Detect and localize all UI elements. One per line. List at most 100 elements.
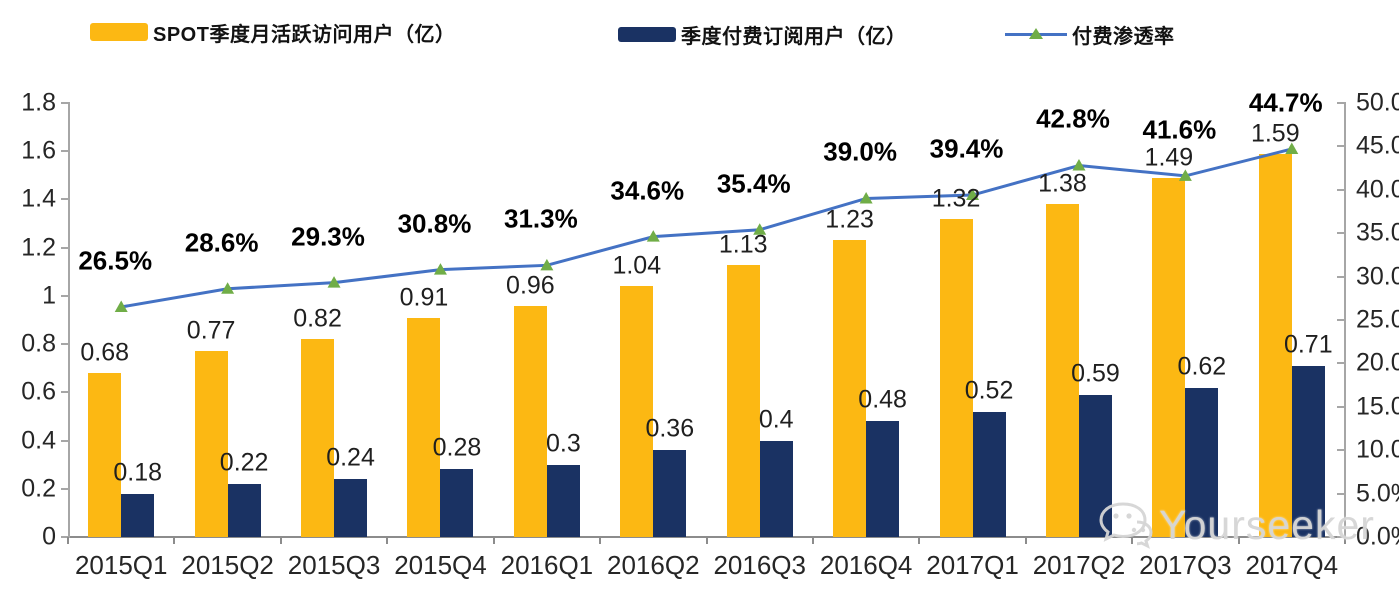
mau-bar [726, 264, 760, 537]
mau-value-label: 1.32 [931, 184, 981, 213]
y-axis-right-tick [1337, 449, 1346, 452]
y-axis-left-tick-label: 1.2 [21, 233, 56, 262]
mau-value-label: 1.59 [1250, 119, 1300, 148]
penetration-value-label: 29.3% [291, 221, 365, 252]
y-axis-right-tick-label: 45.0% [1356, 131, 1399, 160]
y-axis-right-tick-label: 5.0% [1356, 479, 1399, 508]
x-axis-tick [386, 537, 389, 544]
y-axis-left-tick [61, 343, 70, 346]
mau-value-label: 0.96 [506, 271, 555, 300]
penetration-value-label: 39.4% [929, 133, 1004, 164]
y-axis-left-tick [61, 294, 70, 297]
subscribers-value-label: 0.52 [964, 376, 1014, 405]
penetration-value-label: 26.5% [78, 245, 153, 276]
penetration-value-label: 28.6% [184, 227, 259, 258]
mau-value-label: 0.77 [186, 316, 236, 345]
legend-label-penetration: 付费渗透率 [1072, 25, 1175, 48]
x-axis-category-label: 2017Q4 [1245, 550, 1339, 580]
y-axis-right-tick-label: 15.0% [1356, 392, 1399, 421]
subscribers-value-label: 0.36 [645, 414, 695, 443]
x-axis-category-label: 2016Q2 [607, 550, 700, 580]
subscribers-value-label: 0.24 [326, 443, 375, 472]
mau-bar [939, 218, 973, 537]
y-axis-left-tick [61, 150, 70, 153]
subscribers-value-label: 0.22 [219, 448, 269, 477]
penetration-value-label: 35.4% [716, 168, 791, 199]
subscribers-value-label: 0.4 [758, 405, 794, 434]
y-axis-right-tick [1337, 145, 1346, 148]
y-axis-right-tick [1337, 102, 1346, 104]
y-axis-left-tick-label: 1.6 [21, 136, 56, 165]
y-axis-left-tick-label: 0 [42, 522, 56, 551]
y-axis-right-tick-label: 0.0% [1356, 522, 1399, 551]
penetration-point-marker [540, 258, 554, 271]
mau-bar [833, 240, 867, 537]
penetration-point-marker [753, 223, 767, 235]
x-axis-category-label: 2015Q2 [181, 550, 274, 580]
subscribers-value-label: 0.18 [113, 458, 163, 487]
y-axis-right-tick-label: 10.0% [1356, 435, 1399, 464]
y-axis-right-tick-label: 25.0% [1356, 305, 1399, 334]
penetration-value-label: 41.6% [1142, 114, 1217, 145]
penetration-point-marker [1178, 169, 1192, 181]
subscribers-value-label: 0.3 [545, 429, 581, 458]
penetration-point-marker [646, 230, 660, 242]
mau-bar-swatch-icon [90, 23, 148, 41]
subscribers-bar [866, 421, 900, 537]
y-axis-right-tick-label: 50.0% [1356, 88, 1399, 117]
penetration-point-marker [433, 263, 447, 275]
y-axis-right-tick [1337, 232, 1346, 235]
y-axis-right-tick [1337, 275, 1346, 278]
x-axis-category-label: 2015Q1 [74, 550, 168, 580]
y-axis-left-tick [61, 487, 70, 490]
legend-item-penetration: 付费渗透率 [1005, 21, 1175, 48]
y-axis-left-tick [61, 391, 70, 394]
penetration-value-label: 30.8% [397, 208, 472, 239]
mau-value-label: 1.49 [1144, 143, 1194, 172]
subscribers-value-label: 0.28 [432, 433, 482, 462]
x-axis-tick [811, 537, 814, 544]
x-axis-tick [1237, 537, 1240, 544]
x-axis-category-label: 2016Q3 [713, 550, 806, 580]
x-axis-tick [173, 537, 176, 544]
mau-value-label: 1.38 [1038, 169, 1087, 198]
y-axis-left-tick-label: 0.4 [21, 426, 56, 455]
subscribers-bar [1291, 365, 1325, 537]
mau-value-label: 0.68 [80, 338, 130, 367]
mau-value-label: 0.91 [399, 283, 449, 312]
mau-value-label: 0.82 [293, 304, 342, 333]
subscribers-bar [440, 469, 474, 537]
penetration-line-swatch-icon [1005, 25, 1067, 43]
mau-bar [194, 351, 228, 537]
y-axis-left-tick [61, 536, 70, 538]
x-axis-category-label: 2015Q3 [287, 550, 381, 580]
x-axis-tick [67, 537, 69, 544]
penetration-value-label: 42.8% [1036, 103, 1110, 134]
y-axis-right-tick [1337, 362, 1346, 365]
penetration-point-marker [1285, 142, 1299, 155]
subscribers-value-label: 0.59 [1071, 359, 1120, 388]
x-axis-category-label: 2016Q1 [500, 550, 594, 580]
y-axis-right-tick [1337, 319, 1346, 321]
penetration-point-marker [1072, 158, 1086, 171]
mau-bar [407, 317, 441, 537]
y-axis-left-tick-label: 0.6 [21, 377, 56, 406]
x-axis-tick [1024, 537, 1027, 544]
penetration-point-marker [966, 188, 980, 201]
x-axis-tick [1344, 537, 1346, 544]
y-axis-right-tick-label: 30.0% [1356, 262, 1399, 291]
y-axis-left-line [68, 103, 70, 537]
mau-value-label: 1.04 [612, 251, 662, 280]
y-axis-left-tick [61, 198, 70, 201]
penetration-point-marker [327, 276, 341, 288]
x-axis-tick [599, 537, 602, 544]
penetration-value-label: 39.0% [823, 136, 897, 167]
y-axis-right-tick-label: 40.0% [1356, 175, 1399, 204]
triangle-marker-icon [1029, 28, 1043, 39]
y-axis-right-tick [1337, 492, 1346, 495]
penetration-value-label: 31.3% [504, 203, 578, 234]
x-axis-category-label: 2016Q4 [819, 550, 913, 580]
legend-label-mau: SPOT季度月活跃访问用户（亿） [153, 23, 456, 46]
y-axis-right-tick [1337, 188, 1346, 191]
y-axis-left-tick [61, 439, 70, 442]
